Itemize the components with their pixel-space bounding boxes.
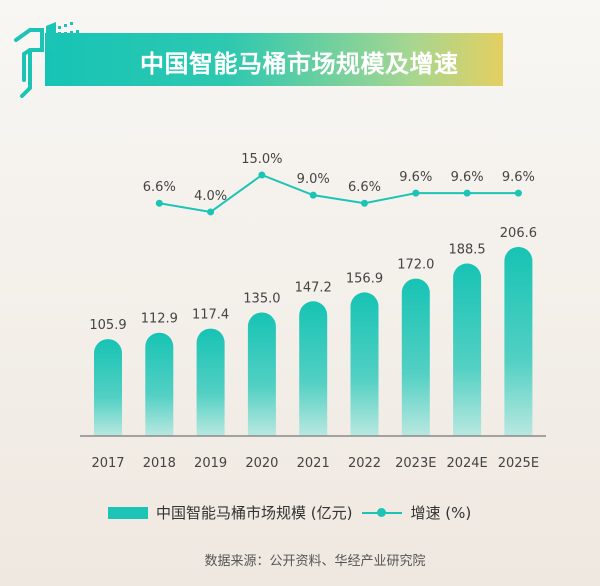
legend-bar-label: 中国智能马桶市场规模 (亿元): [156, 504, 353, 522]
bar-value-label: 112.9: [141, 312, 178, 327]
chart-title: 中国智能马桶市场规模及增速: [140, 50, 459, 78]
growth-point: [514, 189, 522, 197]
bar-value-label: 206.6: [500, 226, 537, 241]
growth-value-label: 9.6%: [399, 170, 432, 185]
legend-line-label: 增速 (%): [410, 504, 472, 522]
growth-value-label: 9.0%: [297, 172, 330, 187]
bar-value-label: 117.4: [192, 308, 229, 323]
legend: 中国智能马桶市场规模 (亿元) 增速 (%): [108, 502, 471, 523]
growth-point: [463, 189, 471, 197]
title-banner: [45, 33, 503, 86]
x-tick-label: 2024E: [446, 456, 487, 471]
bar: [196, 328, 225, 436]
bar-value-label: 147.2: [295, 280, 332, 295]
growth-point: [412, 189, 420, 197]
bar: [453, 263, 482, 436]
bar: [94, 339, 122, 436]
bar: [350, 292, 379, 436]
x-tick-label: 2025E: [498, 456, 539, 471]
bar-value-label: 105.9: [89, 318, 126, 333]
growth-point: [207, 208, 215, 216]
source-note: 数据来源：公开资料、华经产业研究院: [204, 554, 426, 569]
x-tick-label: 2019: [194, 456, 227, 471]
growth-point: [309, 191, 317, 199]
bar-value-label: 156.9: [346, 271, 383, 286]
x-tick-label: 2021: [297, 456, 330, 471]
growth-value-label: 4.0%: [194, 189, 227, 204]
growth-value-label: 9.6%: [451, 170, 484, 185]
bar: [504, 246, 533, 436]
legend-line-swatch: [362, 507, 403, 517]
bar-value-label: 188.5: [448, 243, 485, 258]
bar-value-label: 172.0: [397, 258, 434, 273]
x-tick-label: 2018: [143, 456, 176, 471]
bar: [299, 301, 328, 436]
chart: 105.9 2017 112.9 2018 117.4 2019 135.0 2020 147.…: [80, 152, 546, 471]
bar-value-label: 135.0: [243, 291, 280, 306]
growth-value-label: 15.0%: [241, 152, 282, 167]
growth-point: [361, 199, 368, 207]
growth-value-label: 9.6%: [502, 170, 535, 185]
shower-head-icon: [14, 22, 79, 98]
x-tick-label: 2020: [245, 456, 278, 471]
growth-point: [258, 171, 266, 179]
bar: [401, 278, 430, 436]
growth-point: [155, 199, 163, 207]
growth-value-label: 6.6%: [143, 180, 176, 195]
x-tick-label: 2022: [348, 456, 381, 471]
growth-value-label: 6.6%: [348, 180, 381, 195]
bar: [247, 312, 276, 436]
growth-line: [159, 173, 519, 214]
x-tick-label: 2017: [91, 456, 124, 471]
legend-bar-swatch: [108, 506, 148, 519]
bar: [145, 332, 174, 436]
x-tick-label: 2023E: [395, 456, 436, 471]
